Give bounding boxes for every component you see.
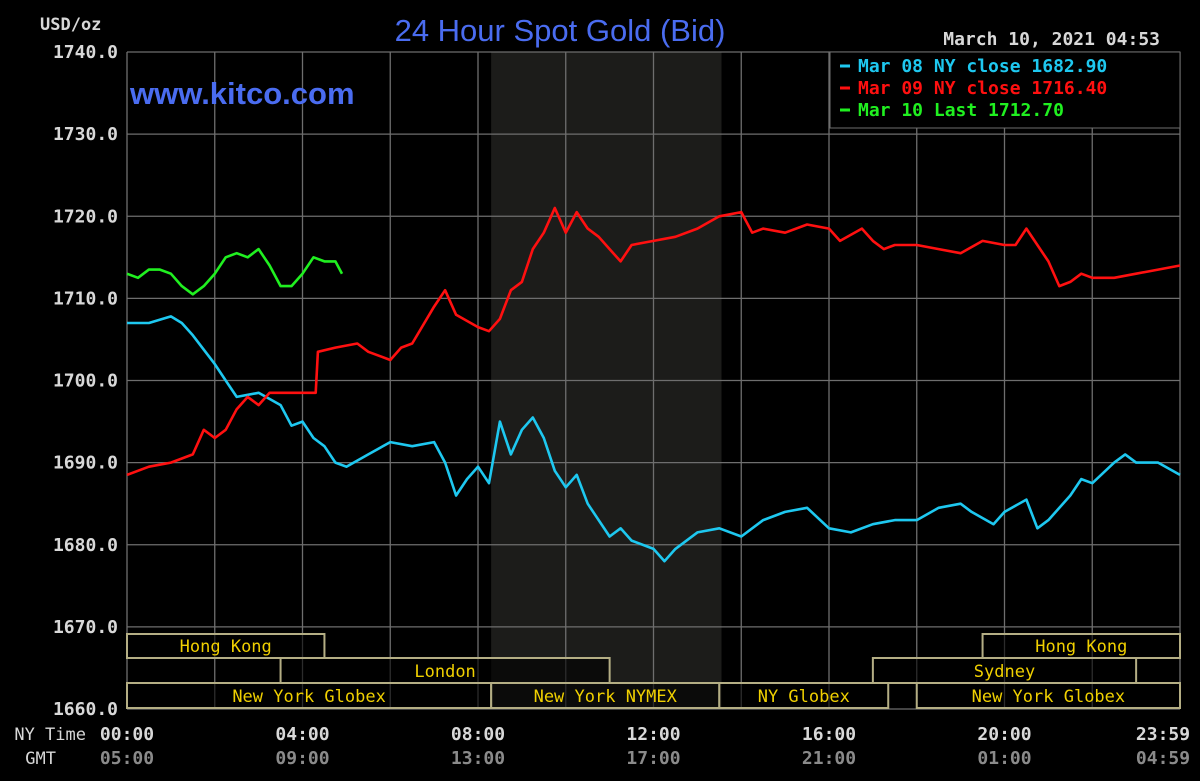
y-tick-label: 1670.0 bbox=[53, 617, 118, 638]
legend-entry: Mar 10 Last 1712.70 bbox=[858, 100, 1064, 121]
session-bar bbox=[279, 657, 611, 684]
session-label: Hong Kong bbox=[1035, 637, 1127, 657]
legend-entry: Mar 08 NY close 1682.90 bbox=[858, 56, 1107, 77]
session-label: London bbox=[414, 662, 475, 682]
trading-sessions: Hong Kong London New York Globex New York N… bbox=[126, 633, 1181, 709]
y-tick-label: 1700.0 bbox=[53, 371, 118, 392]
x-tick-gmt: 13:00 bbox=[451, 748, 505, 769]
x-tick-ny: 20:00 bbox=[977, 724, 1031, 745]
series-line-0 bbox=[127, 315, 1181, 563]
x-tick-ny: 08:00 bbox=[451, 724, 505, 745]
y-tick-label: 1690.0 bbox=[53, 453, 118, 474]
session-label: New York NYMEX bbox=[534, 687, 678, 707]
session-label: Hong Kong bbox=[180, 637, 272, 657]
session-label: NY Globex bbox=[758, 687, 850, 707]
session-bar bbox=[126, 633, 326, 659]
session-bar bbox=[718, 682, 890, 709]
x-tick-ny: 04:00 bbox=[275, 724, 329, 745]
x-tick-gmt: 21:00 bbox=[802, 748, 856, 769]
series-lines bbox=[126, 206, 1181, 563]
ny-time-label: NY Time bbox=[14, 725, 86, 745]
x-tick-gmt: 05:00 bbox=[100, 748, 154, 769]
y-tick-label: 1740.0 bbox=[53, 42, 118, 63]
session-label: Sydney bbox=[974, 662, 1035, 682]
y-axis-label: USD/oz bbox=[40, 15, 101, 35]
session-bar bbox=[981, 633, 1181, 659]
x-tick-gmt: 09:00 bbox=[275, 748, 329, 769]
timestamp: March 10, 2021 04:53 bbox=[943, 29, 1160, 50]
x-tick-ny: 23:59 bbox=[1136, 724, 1190, 745]
gmt-label: GMT bbox=[25, 749, 56, 769]
x-tick-gmt: 17:00 bbox=[626, 748, 680, 769]
x-tick-gmt: 04:59 bbox=[1136, 748, 1190, 769]
watermark: www.kitco.com bbox=[129, 76, 355, 111]
series-line-2 bbox=[126, 247, 344, 296]
y-tick-label: 1680.0 bbox=[53, 535, 118, 556]
y-axis-ticks: 1740.0 1730.0 1720.0 1710.0 1700.0 1690.0 1680… bbox=[53, 42, 118, 720]
x-tick-ny: 16:00 bbox=[802, 724, 856, 745]
x-tick-ny: 00:00 bbox=[100, 724, 154, 745]
legend-entry: Mar 09 NY close 1716.40 bbox=[858, 78, 1107, 99]
y-tick-label: 1660.0 bbox=[53, 699, 118, 720]
session-label: New York Globex bbox=[972, 687, 1126, 707]
x-tick-ny: 12:00 bbox=[626, 724, 680, 745]
y-tick-label: 1730.0 bbox=[53, 124, 118, 145]
chart-title: 24 Hour Spot Gold (Bid) bbox=[395, 13, 726, 48]
session-label: New York Globex bbox=[232, 687, 386, 707]
y-tick-label: 1710.0 bbox=[53, 288, 118, 309]
session-bar bbox=[915, 682, 1181, 709]
y-tick-label: 1720.0 bbox=[53, 206, 118, 227]
series-line-1 bbox=[126, 206, 1181, 477]
grid bbox=[126, 51, 1181, 710]
session-bar bbox=[126, 682, 493, 709]
x-tick-gmt: 01:00 bbox=[977, 748, 1031, 769]
session-bar bbox=[490, 682, 721, 709]
legend-box bbox=[829, 51, 1181, 129]
x-axis-ticks: 00:00 05:00 04:00 09:00 08:00 13:00 12:00 17:00… bbox=[100, 724, 1190, 769]
